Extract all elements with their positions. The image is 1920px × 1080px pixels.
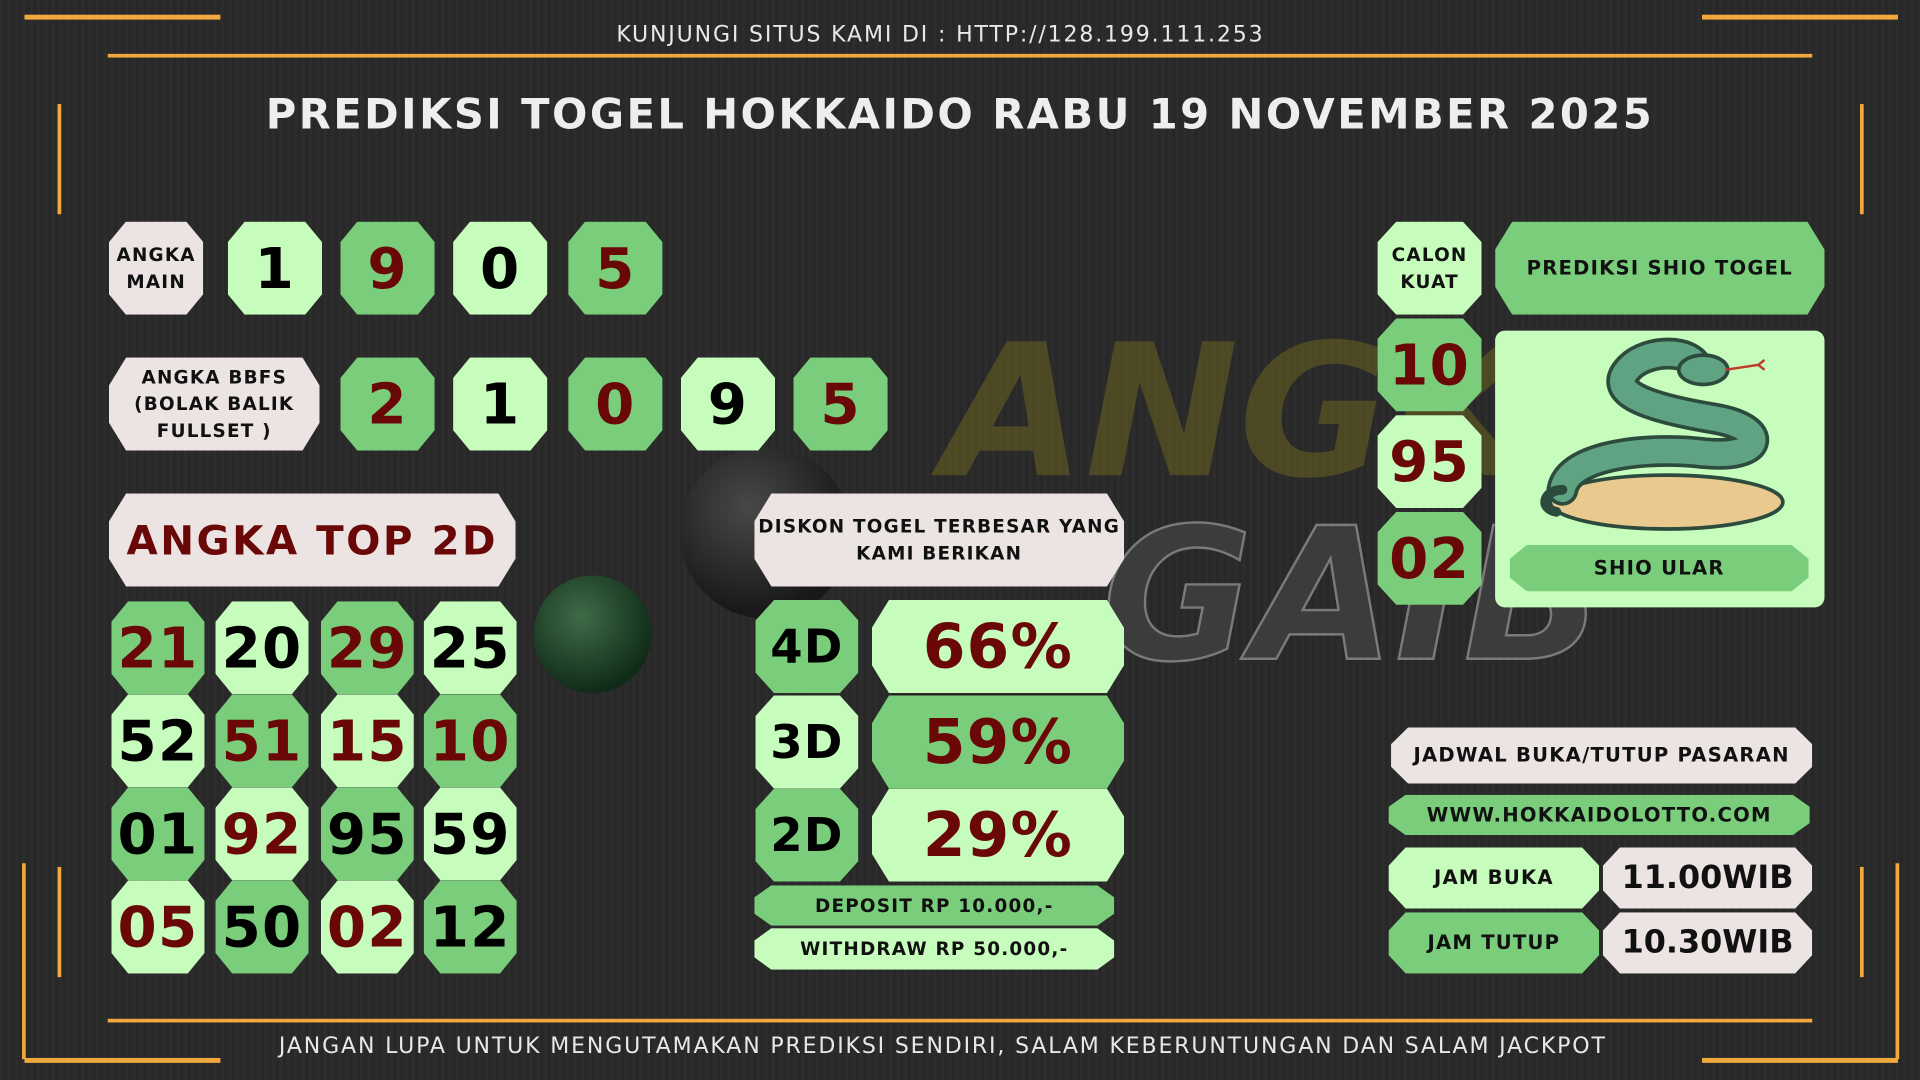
frame-line <box>107 1018 1813 1023</box>
calon-kuat-label: CALON KUAT <box>1377 221 1482 315</box>
diskon-type-4d: 4D <box>755 600 859 694</box>
jadwal-title: JADWAL BUKA/TUTUP PASARAN <box>1391 727 1812 783</box>
bbfs-digit: 0 <box>568 357 663 451</box>
top2d-number: 59 <box>423 787 517 881</box>
diskon-value-3d: 59% <box>872 696 1124 789</box>
frame-line <box>1860 104 1864 215</box>
top2d-number: 05 <box>111 880 205 974</box>
top2d-number: 02 <box>320 880 414 974</box>
angka-main-digit: 0 <box>453 221 548 315</box>
frame-line <box>1895 863 1900 1060</box>
angka-main-digit: 9 <box>340 221 435 315</box>
bbfs-digit: 2 <box>340 357 435 451</box>
bbfs-label: ANGKA BBFS (BOLAK BALIK FULLSET ) <box>109 358 320 451</box>
angka-main-label: ANGKA MAIN <box>108 221 204 315</box>
bbfs-digit: 5 <box>793 357 888 451</box>
shio-card: SHIO ULAR <box>1495 330 1825 608</box>
frame-line <box>1702 1057 1898 1063</box>
angka-main-digit: 1 <box>227 221 323 315</box>
site-notice: KUNJUNGI SITUS KAMI DI : HTTP://128.199.… <box>616 22 1265 48</box>
top2d-number: 29 <box>320 601 414 695</box>
bbfs-digit: 1 <box>453 357 548 451</box>
shio-header: PREDIKSI SHIO TOGEL <box>1495 222 1824 315</box>
diskon-value-4d: 66% <box>872 600 1124 693</box>
frame-line <box>57 866 62 978</box>
frame-line <box>22 863 26 1060</box>
top2d-number: 21 <box>111 601 205 695</box>
calon-kuat-number: 02 <box>1377 511 1482 605</box>
frame-line <box>1702 14 1898 20</box>
jam-buka-value: 11.00WIB <box>1603 847 1812 908</box>
page-title: PREDIKSI TOGEL HOKKAIDO RABU 19 NOVEMBER… <box>265 90 1655 140</box>
frame-line <box>57 104 62 215</box>
billiard-ball-decoration <box>533 575 652 694</box>
top2d-number: 51 <box>215 694 309 788</box>
top2d-number: 25 <box>423 601 517 695</box>
top2d-number: 12 <box>423 880 517 974</box>
angka-main-digit: 5 <box>568 221 663 315</box>
snake-icon <box>1540 337 1785 531</box>
top2d-number: 15 <box>320 694 414 788</box>
shio-name: SHIO ULAR <box>1510 545 1809 592</box>
diskon-value-2d: 29% <box>872 789 1124 882</box>
diskon-type-3d: 3D <box>755 695 859 789</box>
frame-line <box>1860 866 1864 978</box>
frame-line <box>24 1057 221 1063</box>
deposit-info: DEPOSIT RP 10.000,- <box>754 885 1114 925</box>
frame-line <box>107 53 1813 58</box>
diskon-type-2d: 2D <box>755 788 859 882</box>
jam-tutup-value: 10.30WIB <box>1603 912 1812 973</box>
withdraw-info: WITHDRAW RP 50.000,- <box>754 928 1114 970</box>
top2d-number: 95 <box>320 787 414 881</box>
jam-tutup-label: JAM TUTUP <box>1389 912 1600 973</box>
top2d-number: 20 <box>215 601 309 695</box>
footer-note: JANGAN LUPA UNTUK MENGUTAMAKAN PREDIKSI … <box>278 1033 1607 1060</box>
frame-line <box>24 14 221 20</box>
top2d-number: 01 <box>111 787 205 881</box>
top2d-label: ANGKA TOP 2D <box>109 493 516 586</box>
top2d-number: 10 <box>423 694 517 788</box>
top2d-number: 92 <box>215 787 309 881</box>
calon-kuat-number: 95 <box>1377 415 1482 509</box>
bbfs-digit: 9 <box>680 357 776 451</box>
calon-kuat-number: 10 <box>1377 318 1482 412</box>
jam-buka-label: JAM BUKA <box>1389 847 1600 908</box>
top2d-number: 50 <box>215 880 309 974</box>
website-link[interactable]: WWW.HOKKAIDOLOTTO.COM <box>1389 795 1810 835</box>
diskon-label: DISKON TOGEL TERBESAR YANG KAMI BERIKAN <box>754 493 1124 586</box>
top2d-number: 52 <box>111 694 205 788</box>
